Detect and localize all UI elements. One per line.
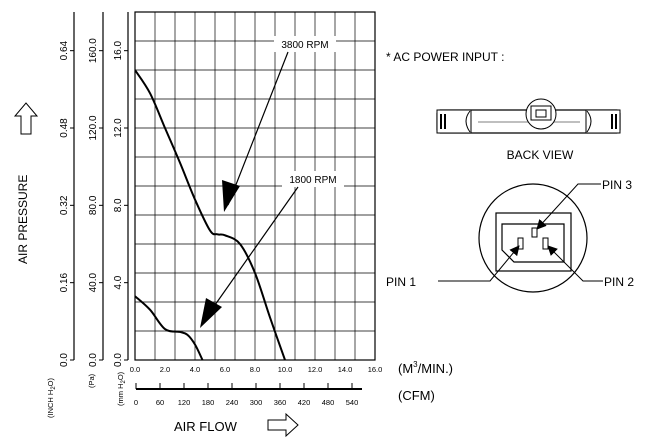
pin1-leader	[438, 245, 520, 282]
x-tick-label: 16.0	[368, 365, 383, 374]
x-tick-label: 14.0	[338, 365, 353, 374]
plot-frame	[134, 11, 376, 361]
pin3-leader	[536, 183, 601, 230]
y-axis-mm-tick-label: 8.0	[113, 198, 124, 212]
cfm-tick-label: 0	[134, 398, 138, 407]
rpm-callouts: 3800 RPM 1800 RPM	[200, 36, 344, 328]
cfm-tick-label: 360	[274, 398, 287, 407]
rpm-high-box	[274, 36, 336, 52]
cfm-tick-label: 300	[250, 398, 263, 407]
cfm-tick-label: 120	[178, 398, 191, 407]
rpm-high-arrow	[227, 51, 289, 206]
rpm-high-label: 3800 RPM	[281, 40, 328, 51]
y-axis-pa-tick-label: 120.0	[88, 115, 99, 140]
back-view-label: BACK VIEW	[507, 148, 574, 162]
x-tick-label: 2.0	[160, 365, 170, 374]
y-axis-mm-tick-label: 4.0	[113, 275, 124, 289]
y-axis-mm-tick-label: 16.0	[113, 40, 124, 60]
y-unit-pa: (Pa)	[87, 373, 96, 388]
x-tick-label: 4.0	[190, 365, 200, 374]
cfm-tick-label: 180	[202, 398, 215, 407]
cfm-tick-label: 420	[298, 398, 311, 407]
pin1-label: PIN 1	[386, 275, 416, 289]
y-axis-inch-tick-label: 0.64	[59, 40, 70, 60]
y-unit-mm: (mm H2O)	[116, 371, 127, 406]
back-view-drawing	[436, 98, 621, 134]
rpm-high-arrowhead	[222, 180, 240, 212]
y-axis-pa-tick-label: 0.0	[88, 353, 99, 367]
y-axis-inch-tick-label: 0.16	[59, 272, 70, 292]
x-tick-label: 12.0	[308, 365, 323, 374]
y-axes: 0.0 4.0 8.0 12.0 16.0 0.0 40.0 80.0 120.0 160.0 0.…	[59, 12, 129, 367]
up-arrow-icon	[13, 102, 39, 135]
pin3-label: PIN 3	[602, 178, 632, 192]
series-1800rpm-line	[135, 295, 204, 360]
x-axis-title: AIR FLOW	[174, 419, 238, 434]
x-tick-label: 6.0	[220, 365, 230, 374]
cfm-tick-label: 540	[346, 398, 359, 407]
chart-series	[135, 69, 286, 360]
y-axis-inch-tick-label: 0.0	[59, 353, 70, 367]
y-axis-inch-tick-label: 0.48	[59, 118, 70, 138]
y-axis-mm-tick-label: 0.0	[113, 353, 124, 367]
pin2-label: PIN 2	[604, 275, 634, 289]
power-inlet-drawing	[478, 183, 588, 293]
rpm-low-box	[282, 171, 344, 187]
y-axis-title: AIR PRESSURE	[16, 175, 30, 264]
cfm-tick-label: 480	[322, 398, 335, 407]
y-axis-pa-tick-label: 160.0	[88, 38, 99, 63]
y-axis-pa-tick-label: 80.0	[88, 195, 99, 215]
ac-power-label: * AC POWER INPUT :	[386, 50, 504, 64]
y-axis-pa-tick-label: 40.0	[88, 272, 99, 292]
right-arrow-icon	[267, 412, 299, 438]
y-axis-inch-tick-label: 0.32	[59, 195, 70, 215]
x-tick-label: 10.0	[278, 365, 293, 374]
series-3800rpm-line	[135, 69, 286, 360]
x-axes: 0.0 2.0 4.0 6.0 8.0 10.0 12.0 14.0 16.0 0 60 120 180…	[130, 365, 383, 407]
cfm-tick-label: 240	[226, 398, 239, 407]
rpm-low-label: 1800 RPM	[289, 175, 336, 186]
x-tick-label: 8.0	[250, 365, 260, 374]
rpm-low-arrow	[202, 186, 299, 323]
rpm-low-arrowhead	[200, 298, 222, 328]
y-unit-inch: (INCH H2O)	[46, 377, 57, 418]
pin2-leader	[547, 245, 603, 282]
cfm-tick-label: 60	[156, 398, 164, 407]
x-unit-primary: (M3/MIN.)	[398, 360, 453, 376]
y-axis-mm-tick-label: 12.0	[113, 118, 124, 138]
x-unit-secondary: (CFM)	[398, 388, 435, 403]
x-tick-label: 0.0	[130, 365, 140, 374]
